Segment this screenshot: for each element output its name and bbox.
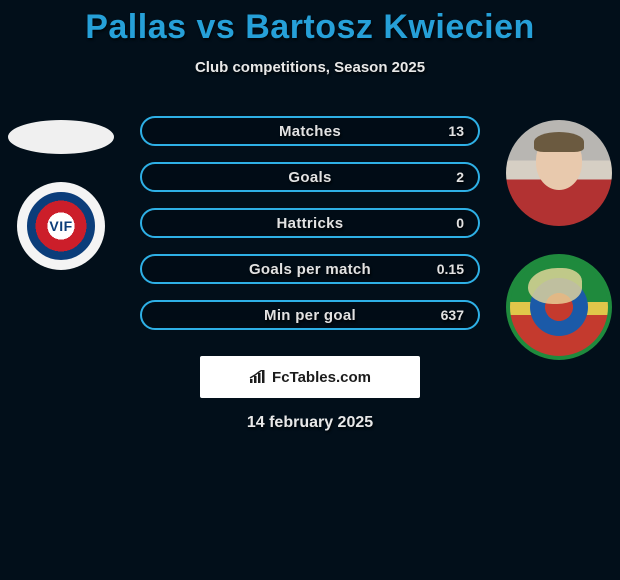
page-subtitle: Club competitions, Season 2025 [0,59,620,76]
stat-label: Matches [279,123,341,140]
stat-label: Hattricks [277,215,344,232]
chart-icon [249,370,267,384]
stat-label: Goals [288,169,331,186]
attribution-badge: FcTables.com [200,356,420,398]
vif-badge-inner: VIF [27,192,95,260]
stat-value-right: 637 [441,307,464,323]
stat-row-matches: Matches 13 [140,116,480,146]
footer-date: 14 february 2025 [0,414,620,432]
stat-row-goals: Goals 2 [140,162,480,192]
stat-value-right: 13 [448,123,464,139]
stat-row-gpm: Goals per match 0.15 [140,254,480,284]
right-column [506,120,612,360]
stat-row-mpg: Min per goal 637 [140,300,480,330]
left-column: VIF [8,120,114,270]
player-left-placeholder [8,120,114,154]
lion-icon [528,268,582,304]
player-right-photo [506,120,612,226]
vif-badge-text: VIF [49,218,72,234]
stat-label: Min per goal [264,307,356,324]
page-title: Pallas vs Bartosz Kwiecien [0,0,620,47]
stat-row-hattricks: Hattricks 0 [140,208,480,238]
stat-value-right: 2 [456,169,464,185]
club-badge-right [506,254,612,360]
club-badge-left: VIF [17,182,105,270]
attribution-text: FcTables.com [272,369,371,386]
stat-label: Goals per match [249,261,371,278]
stat-value-right: 0 [456,215,464,231]
stat-value-right: 0.15 [437,261,464,277]
